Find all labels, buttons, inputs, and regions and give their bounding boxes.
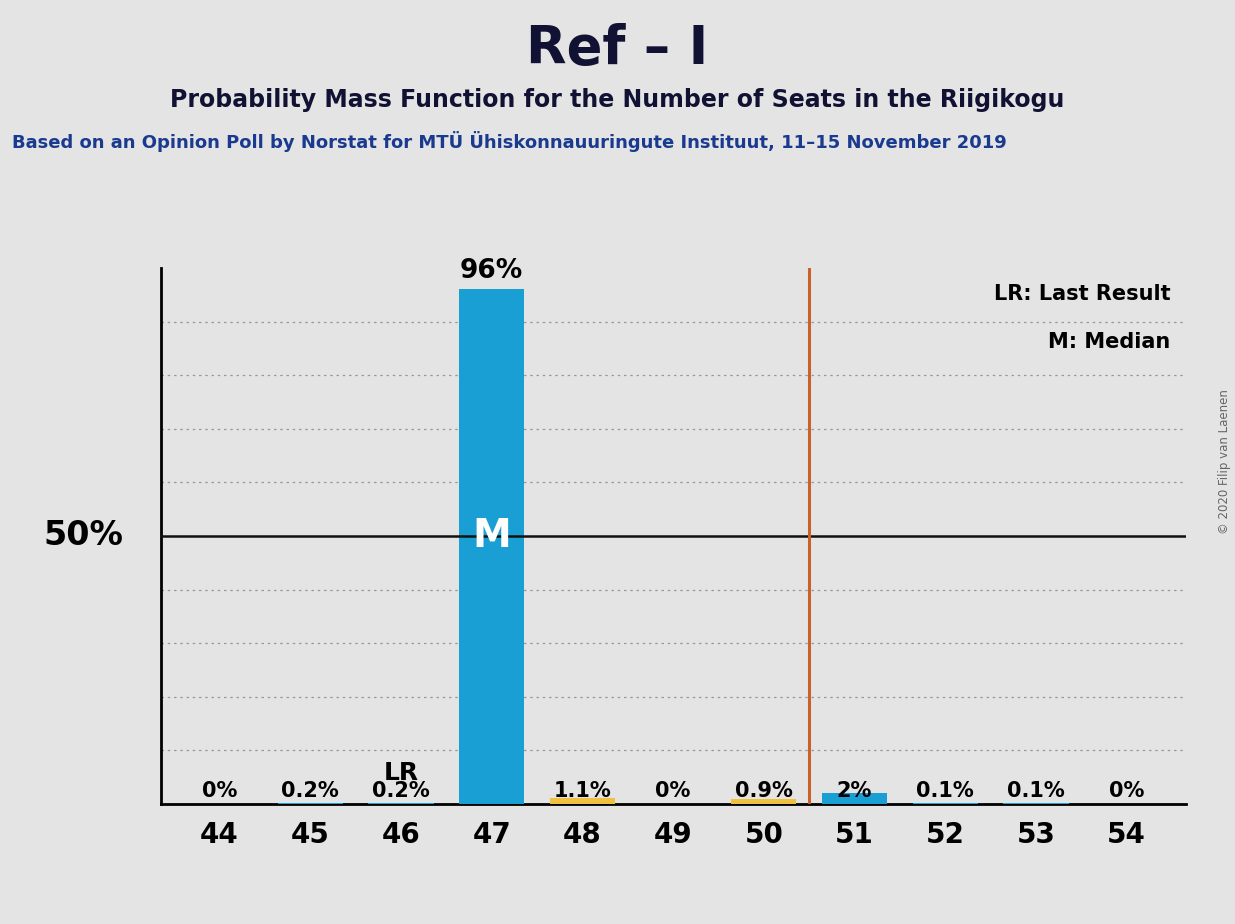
Text: 0.1%: 0.1% (1007, 781, 1065, 801)
Text: 96%: 96% (459, 258, 524, 284)
Text: LR: Last Result: LR: Last Result (994, 284, 1171, 304)
Text: 0%: 0% (656, 781, 690, 801)
Text: M: Median: M: Median (1049, 333, 1171, 352)
Text: LR: LR (383, 761, 419, 785)
Bar (731, 799, 797, 804)
Text: 50%: 50% (43, 519, 124, 553)
Text: 0.1%: 0.1% (916, 781, 974, 801)
Bar (278, 803, 343, 804)
Text: 0.2%: 0.2% (282, 781, 340, 801)
Bar (368, 803, 433, 804)
Bar (459, 289, 525, 804)
Bar (821, 793, 887, 804)
Text: Probability Mass Function for the Number of Seats in the Riigikogu: Probability Mass Function for the Number… (170, 88, 1065, 112)
Text: 0%: 0% (201, 781, 237, 801)
Text: © 2020 Filip van Laenen: © 2020 Filip van Laenen (1218, 390, 1231, 534)
Text: M: M (472, 517, 511, 555)
Text: Ref – I: Ref – I (526, 23, 709, 75)
Text: 0.2%: 0.2% (372, 781, 430, 801)
Text: 0.9%: 0.9% (735, 781, 793, 801)
Text: 0%: 0% (1109, 781, 1145, 801)
Bar (550, 798, 615, 804)
Text: 1.1%: 1.1% (553, 781, 611, 801)
Text: 2%: 2% (837, 781, 872, 801)
Text: Based on an Opinion Poll by Norstat for MTÜ Ühiskonnauuringute Instituut, 11–15 : Based on an Opinion Poll by Norstat for … (12, 131, 1007, 152)
